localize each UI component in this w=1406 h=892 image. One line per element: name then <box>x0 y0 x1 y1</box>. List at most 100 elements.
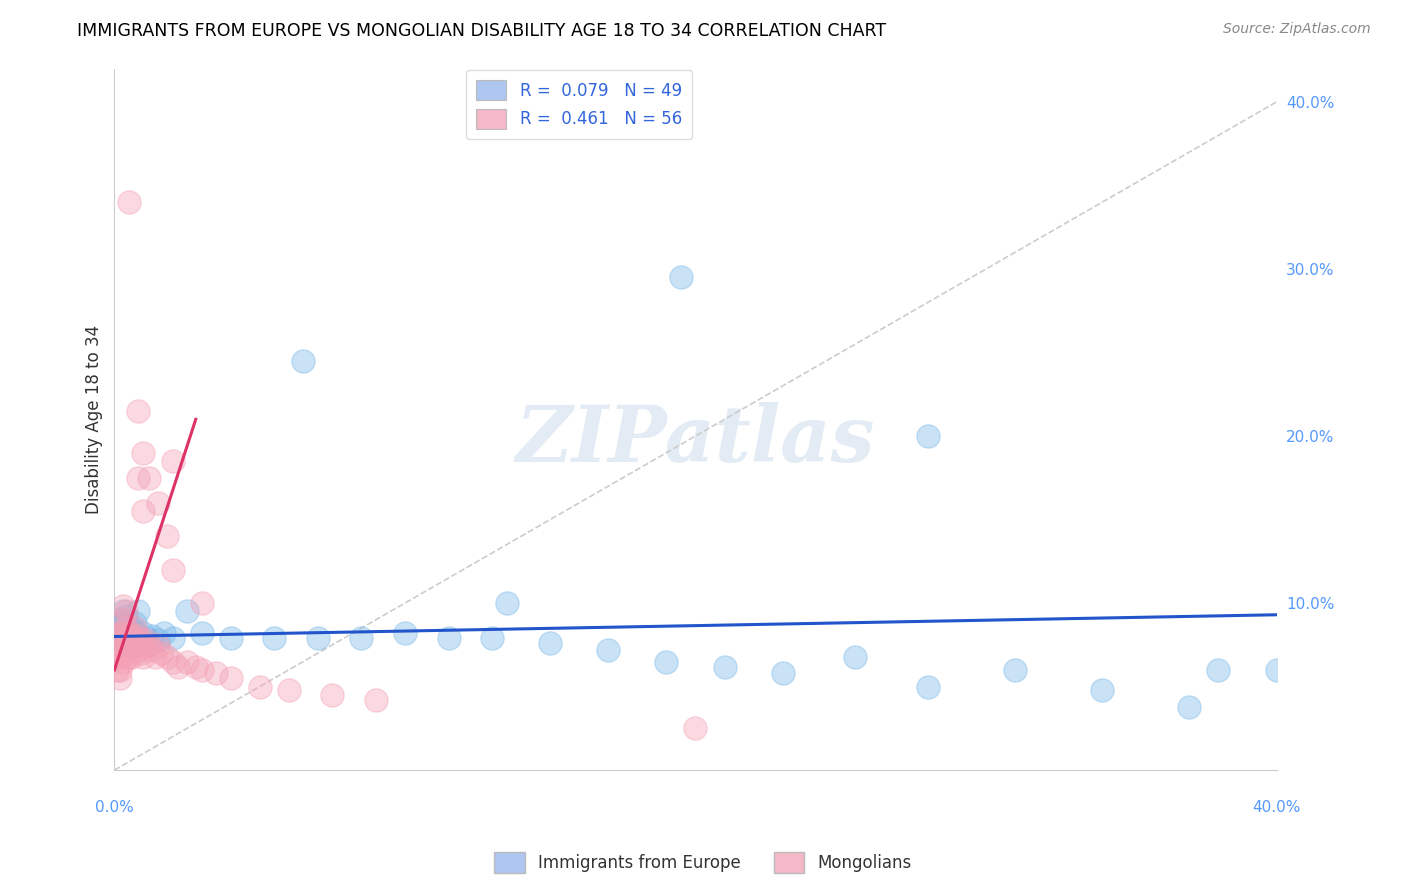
Point <box>263 631 285 645</box>
Point <box>132 446 155 460</box>
Point <box>772 666 794 681</box>
Point <box>112 604 135 618</box>
Point <box>184 659 207 673</box>
Text: 0.0%: 0.0% <box>96 800 134 815</box>
Point <box>115 626 138 640</box>
Point <box>598 643 620 657</box>
Point <box>249 680 271 694</box>
Point <box>112 626 135 640</box>
Point <box>124 632 146 647</box>
Point <box>167 659 190 673</box>
Point <box>127 471 149 485</box>
Point <box>115 621 138 635</box>
Point <box>112 616 135 631</box>
Point <box>127 630 149 644</box>
Point <box>118 638 141 652</box>
Point <box>350 631 373 645</box>
Point <box>135 631 157 645</box>
Point <box>146 632 169 647</box>
Text: 40.0%: 40.0% <box>1253 800 1301 815</box>
Point <box>364 693 387 707</box>
Point <box>141 643 163 657</box>
Point <box>110 626 132 640</box>
Point <box>115 632 138 647</box>
Point <box>115 604 138 618</box>
Point <box>190 596 212 610</box>
Point <box>105 630 128 644</box>
Point <box>135 632 157 647</box>
Point <box>118 195 141 210</box>
Point <box>110 626 132 640</box>
Point <box>112 613 135 627</box>
Point <box>112 599 135 614</box>
Point <box>112 655 135 669</box>
Text: ZIPatlas: ZIPatlas <box>516 402 875 479</box>
Point <box>1178 699 1201 714</box>
Point <box>162 454 184 468</box>
Point <box>156 529 179 543</box>
Point <box>118 638 141 652</box>
Point <box>176 655 198 669</box>
Point <box>112 632 135 647</box>
Point <box>132 504 155 518</box>
Point <box>121 630 143 644</box>
Point <box>115 609 138 624</box>
Point <box>205 666 228 681</box>
Point <box>219 631 242 645</box>
Point <box>844 649 866 664</box>
Point <box>321 688 343 702</box>
Point <box>190 626 212 640</box>
Text: IMMIGRANTS FROM EUROPE VS MONGOLIAN DISABILITY AGE 18 TO 34 CORRELATION CHART: IMMIGRANTS FROM EUROPE VS MONGOLIAN DISA… <box>77 22 886 40</box>
Point <box>105 663 128 677</box>
Point <box>110 613 132 627</box>
Point <box>105 649 128 664</box>
Point <box>917 429 939 443</box>
Point <box>110 638 132 652</box>
Point <box>394 626 416 640</box>
Point <box>162 655 184 669</box>
Point <box>162 563 184 577</box>
Point <box>481 631 503 645</box>
Point <box>143 649 166 664</box>
Point <box>153 626 176 640</box>
Point <box>129 646 152 660</box>
Point <box>112 643 135 657</box>
Y-axis label: Disability Age 18 to 34: Disability Age 18 to 34 <box>86 325 103 514</box>
Point <box>121 638 143 652</box>
Point <box>124 626 146 640</box>
Point <box>669 270 692 285</box>
Point <box>129 632 152 647</box>
Point <box>105 621 128 635</box>
Point <box>132 638 155 652</box>
Point <box>437 631 460 645</box>
Point <box>110 649 132 664</box>
Point <box>129 632 152 647</box>
Text: Source: ZipAtlas.com: Source: ZipAtlas.com <box>1223 22 1371 37</box>
Point <box>124 616 146 631</box>
Point <box>115 649 138 664</box>
Point <box>118 649 141 664</box>
Point <box>713 659 735 673</box>
Point <box>121 621 143 635</box>
Point <box>132 626 155 640</box>
Point <box>1004 663 1026 677</box>
Point <box>292 354 315 368</box>
Point <box>917 680 939 694</box>
Point <box>156 649 179 664</box>
Point <box>112 632 135 647</box>
Point <box>149 646 172 660</box>
Point <box>162 631 184 645</box>
Point <box>307 631 329 645</box>
Point <box>141 630 163 644</box>
Point <box>495 596 517 610</box>
Point <box>138 471 160 485</box>
Point <box>655 655 678 669</box>
Point <box>105 643 128 657</box>
Point <box>124 621 146 635</box>
Point <box>1265 663 1288 677</box>
Point <box>121 649 143 664</box>
Point <box>219 671 242 685</box>
Point <box>138 638 160 652</box>
Point <box>190 663 212 677</box>
Point <box>121 636 143 650</box>
